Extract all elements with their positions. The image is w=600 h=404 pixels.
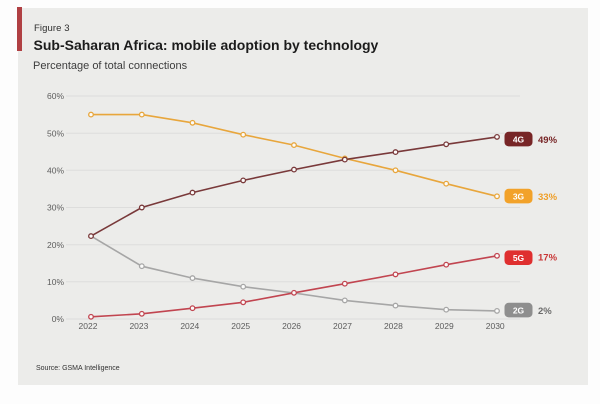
svg-text:2025: 2025: [231, 321, 250, 331]
svg-text:2026: 2026: [282, 321, 301, 331]
svg-text:2023: 2023: [129, 321, 148, 331]
svg-text:33%: 33%: [538, 192, 558, 203]
svg-text:2030: 2030: [486, 321, 505, 331]
svg-text:4G: 4G: [513, 134, 525, 144]
svg-text:49%: 49%: [538, 135, 558, 146]
svg-text:3G: 3G: [513, 191, 525, 201]
svg-text:2029: 2029: [435, 321, 454, 331]
svg-text:10%: 10%: [47, 277, 64, 287]
svg-text:17%: 17%: [538, 252, 558, 263]
svg-text:2%: 2%: [538, 306, 552, 317]
svg-text:2022: 2022: [79, 321, 98, 331]
svg-text:5G: 5G: [513, 253, 525, 263]
svg-text:2024: 2024: [180, 321, 199, 331]
svg-text:20%: 20%: [47, 240, 64, 250]
svg-text:50%: 50%: [47, 128, 64, 138]
svg-text:0%: 0%: [52, 314, 65, 324]
svg-text:30%: 30%: [47, 203, 64, 213]
svg-text:2027: 2027: [333, 321, 352, 331]
svg-text:2028: 2028: [384, 321, 403, 331]
svg-text:40%: 40%: [47, 165, 64, 175]
svg-text:60%: 60%: [47, 91, 64, 101]
svg-text:2G: 2G: [513, 305, 525, 315]
